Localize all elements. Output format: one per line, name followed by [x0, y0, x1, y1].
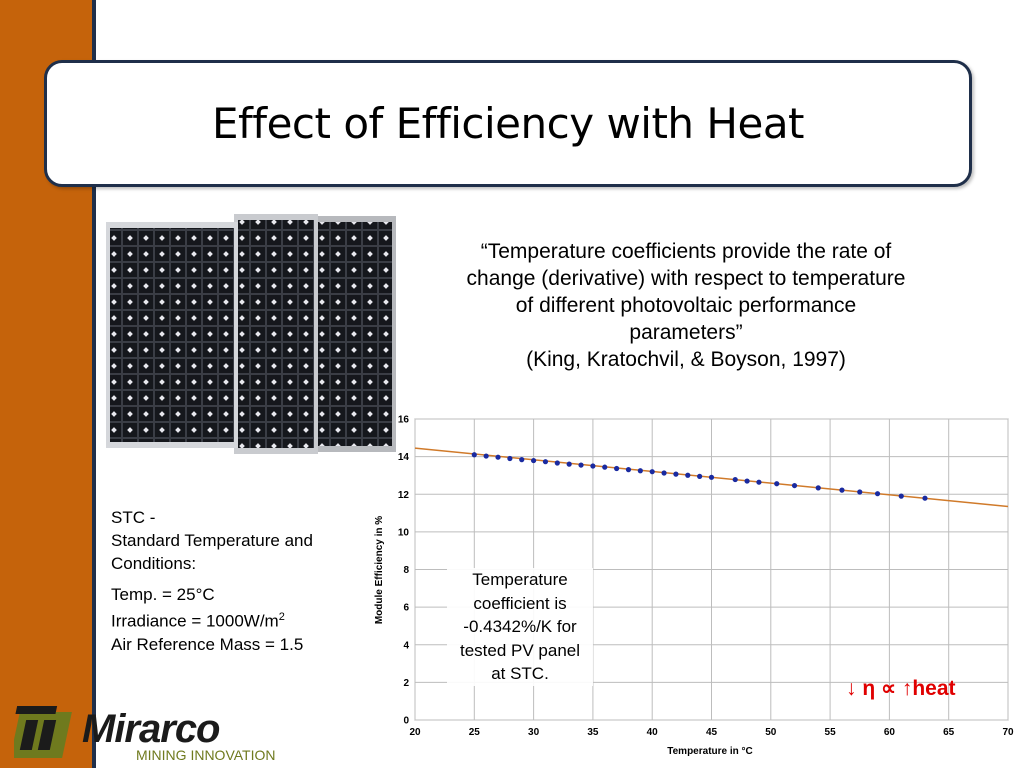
data-point	[791, 482, 798, 489]
data-point	[519, 457, 525, 463]
panel-middle	[234, 214, 318, 454]
solar-panels-image	[106, 214, 396, 454]
irradiance-exponent: 2	[278, 611, 285, 623]
x-tick-label: 60	[884, 727, 896, 738]
data-point	[685, 472, 691, 478]
y-tick-label: 12	[398, 490, 410, 501]
x-tick-label: 20	[409, 727, 421, 738]
logo-mark-icon	[14, 706, 72, 758]
quote-line: “Temperature coefficients provide the ra…	[480, 240, 892, 263]
efficiency-heat-relation: ↓ η ∝ ↑heat	[846, 677, 956, 700]
panel-front-left	[106, 222, 238, 448]
data-point	[815, 485, 821, 491]
y-tick-label: 2	[403, 678, 409, 689]
data-point	[578, 462, 584, 468]
title-box: Effect of Efficiency with Heat	[44, 60, 972, 187]
data-point	[839, 487, 845, 493]
x-tick-label: 50	[765, 727, 777, 738]
y-tick-label: 8	[403, 565, 409, 576]
data-point	[602, 464, 608, 470]
y-tick-label: 10	[398, 527, 410, 538]
sidebar-rule	[92, 0, 96, 768]
data-point	[531, 457, 537, 464]
stc-block: STC - Standard Temperature and Condition…	[111, 506, 361, 656]
slide-title: Effect of Efficiency with Heat	[211, 99, 805, 148]
callout-line: -0.4342%/K for	[463, 617, 577, 636]
quote-line: parameters”	[629, 321, 743, 344]
data-point	[614, 465, 620, 472]
data-point	[774, 481, 780, 487]
data-point	[507, 455, 513, 462]
x-tick-labels: 20 25 30 35 40 45 50 55 60 65 70	[409, 727, 1014, 738]
chart-grid	[414, 418, 1009, 721]
data-point	[590, 463, 596, 469]
quote-citation: (King, Kratochvil, & Boyson, 1997)	[526, 348, 846, 371]
data-point	[744, 478, 750, 484]
data-point	[471, 452, 477, 458]
coefficient-callout: Temperature coefficient is -0.4342%/K fo…	[447, 568, 593, 686]
data-point	[708, 474, 715, 480]
data-point	[554, 460, 560, 466]
logo-tagline: MINING INNOVATION	[136, 747, 275, 763]
data-points	[471, 452, 928, 501]
data-point	[542, 459, 549, 465]
stc-temp: Temp. = 25°C	[111, 585, 215, 604]
logo-brand: Mirarco	[82, 707, 220, 751]
x-axis-label: Temperature in °C	[667, 746, 753, 757]
irradiance-text: Irradiance = 1000W/m	[111, 611, 279, 631]
data-point	[625, 467, 632, 473]
stc-line: Conditions:	[111, 554, 197, 573]
callout-line: at STC.	[491, 664, 549, 683]
data-point	[637, 468, 643, 474]
y-tick-label: 16	[398, 415, 410, 426]
data-point	[495, 454, 501, 460]
data-point	[857, 489, 863, 495]
callout-line: tested PV panel	[459, 640, 581, 660]
x-tick-label: 40	[647, 727, 659, 738]
data-point	[732, 476, 738, 483]
y-tick-label: 6	[403, 603, 409, 614]
y-tick-label: 0	[403, 716, 409, 727]
data-point	[649, 469, 655, 475]
x-tick-label: 35	[587, 727, 599, 738]
stc-line: STC -	[111, 508, 156, 527]
data-point	[922, 495, 928, 501]
x-tick-label: 45	[706, 727, 718, 738]
quote-block: “Temperature coefficients provide the ra…	[414, 238, 958, 373]
data-point	[566, 461, 572, 467]
data-point	[673, 471, 679, 477]
data-point	[661, 470, 667, 476]
stc-line: Standard Temperature and	[111, 531, 313, 550]
x-tick-label: 25	[469, 727, 481, 738]
quote-line: of different photovoltaic performance	[515, 294, 857, 317]
y-tick-labels: 0 2 4 6 8 10 12 14 16	[398, 415, 410, 727]
stc-irradiance: Irradiance = 1000W/m2	[111, 606, 361, 633]
y-tick-label: 14	[398, 452, 410, 463]
stc-air-mass: Air Reference Mass = 1.5	[111, 634, 304, 654]
data-point	[756, 479, 762, 485]
data-point	[898, 493, 904, 499]
data-point	[697, 473, 703, 479]
x-tick-label: 70	[1002, 727, 1014, 738]
quote-line: change (derivative) with respect to temp…	[466, 267, 906, 290]
callout-line: coefficient is	[473, 593, 567, 613]
x-tick-label: 55	[825, 727, 837, 738]
y-axis-label: Module Efficiency in %	[374, 516, 385, 624]
panel-back-right	[314, 216, 396, 452]
x-tick-label: 65	[943, 727, 955, 738]
callout-line: Temperature	[472, 570, 568, 589]
y-tick-label: 4	[403, 640, 409, 651]
mirarco-logo: Mirarco MINING INNOVATION	[14, 706, 275, 763]
data-point	[483, 453, 489, 459]
x-tick-label: 30	[528, 727, 540, 738]
data-point	[874, 491, 881, 497]
